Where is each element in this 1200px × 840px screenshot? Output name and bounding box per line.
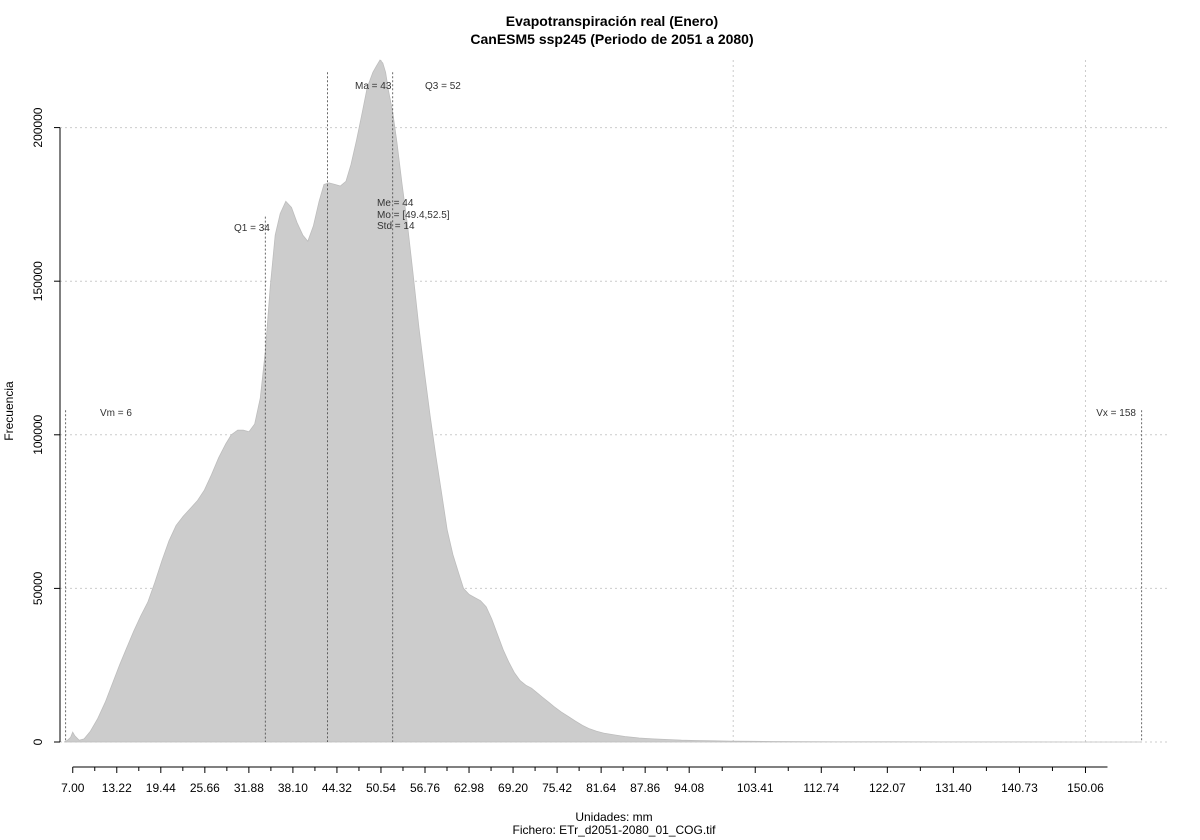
x-tick-label: 122.07 (869, 781, 906, 795)
x-tick-label: 31.88 (234, 781, 264, 795)
x-tick-label: 131.40 (935, 781, 972, 795)
annotation-q3: Q3 = 52 (425, 81, 461, 92)
annotation-me: Me = 44 (377, 198, 414, 209)
x-tick-label: 140.73 (1001, 781, 1038, 795)
x-tick-label: 25.66 (190, 781, 220, 795)
density-area-layer (64, 59, 1142, 743)
x-tick-label: 94.08 (674, 781, 704, 795)
chart-title: Evapotranspiración real (Enero) (506, 13, 718, 29)
x-tick-label: 112.74 (803, 781, 839, 795)
x-tick-label: 81.64 (586, 781, 616, 795)
x-tick-label: 103.41 (737, 781, 774, 795)
x-tick-label: 150.06 (1067, 781, 1104, 795)
x-tick-label: 44.32 (322, 781, 352, 795)
annotation-vm: Vm = 6 (100, 408, 132, 419)
annotation-ma: Ma = 43 (355, 81, 392, 92)
annotation-mo: Mo = [49.4,52.5] (377, 210, 450, 221)
x-tick-label: 7.00 (61, 781, 85, 795)
y-tick-label: 100000 (31, 414, 45, 454)
y-axis-label: Frecuencia (2, 381, 16, 441)
y-tick-label: 0 (31, 738, 45, 745)
y-tick-label: 150000 (31, 261, 45, 301)
annotation-std: Std = 14 (377, 221, 415, 232)
annotation-vx: Vx = 158 (1096, 408, 1136, 419)
file-caption: Fichero: ETr_d2051-2080_01_COG.tif (513, 823, 717, 837)
statistic-markers (65, 72, 1143, 742)
x-tick-label: 56.76 (410, 781, 440, 795)
x-tick-label: 75.42 (542, 781, 572, 795)
x-tick-label: 50.54 (366, 781, 396, 795)
x-tick-label: 19.44 (146, 781, 176, 795)
x-tick-label: 69.20 (498, 781, 528, 795)
y-tick-label: 200000 (31, 107, 45, 147)
x-tick-label: 38.10 (278, 781, 308, 795)
x-tick-label: 62.98 (454, 781, 484, 795)
annotation-q1: Q1 = 34 (234, 223, 270, 234)
x-tick-label: 13.22 (102, 781, 132, 795)
x-axis-label: Unidades: mm (575, 810, 652, 824)
chart-subtitle: CanESM5 ssp245 (Periodo de 2051 a 2080) (470, 31, 753, 47)
axes: 0 50000 100000 150000 200000 7.00 13.22 19.44 25… (31, 107, 1108, 795)
y-tick-label: 50000 (31, 571, 45, 605)
density-area (64, 59, 1142, 743)
x-tick-label: 87.86 (630, 781, 660, 795)
